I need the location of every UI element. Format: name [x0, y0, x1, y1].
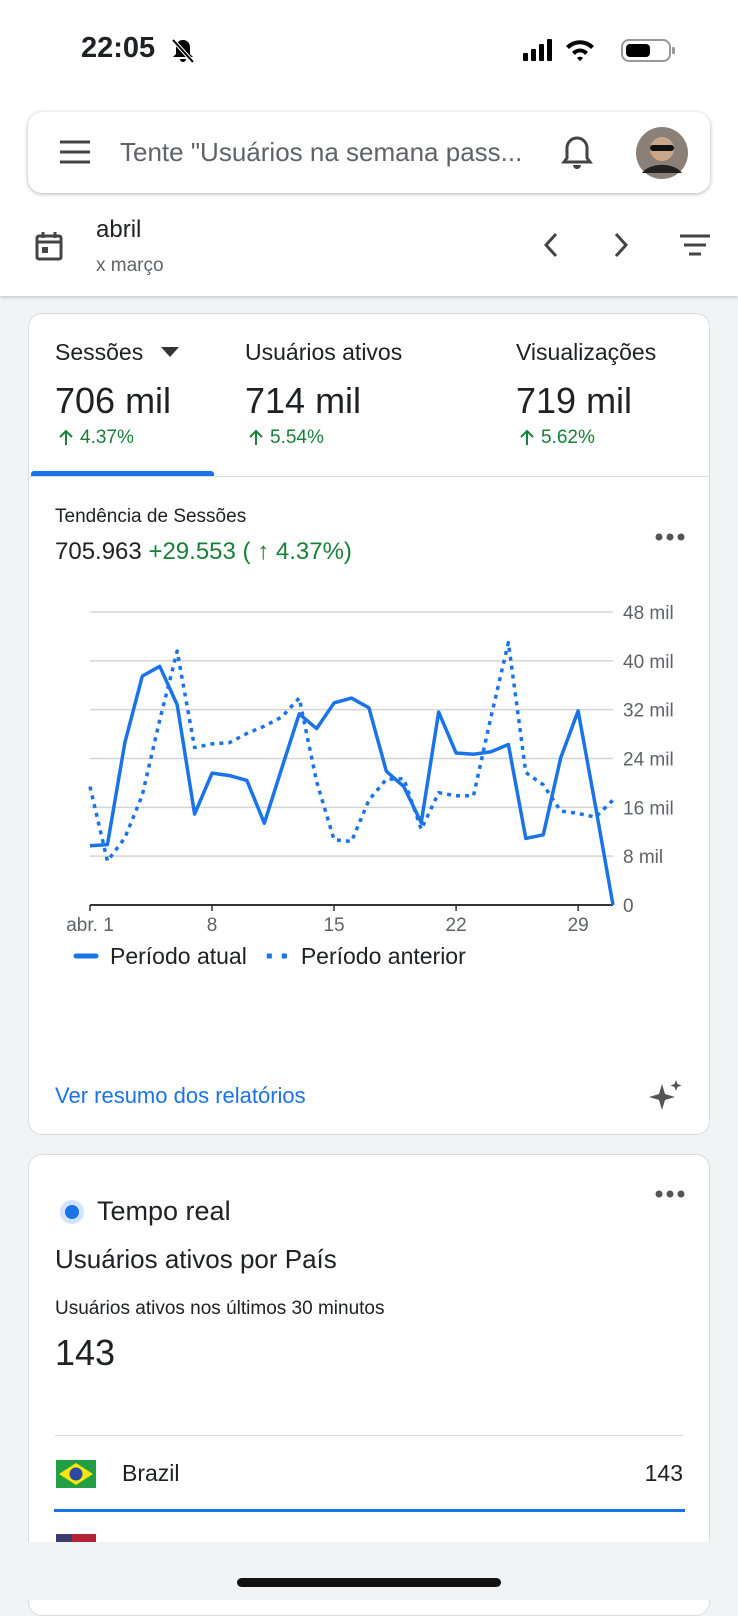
metric-value[interactable]: 719 mil — [516, 380, 633, 421]
more-icon[interactable] — [654, 532, 686, 542]
realtime-value: 143 — [55, 1332, 116, 1373]
flag-brazil — [56, 1460, 96, 1488]
avatar[interactable] — [636, 127, 688, 179]
delta: +29.553 ( ↑ 4.37%) — [148, 538, 352, 565]
total: 705.963 — [55, 538, 142, 565]
metric-label[interactable]: Sessões — [55, 339, 144, 365]
y-tick-label: 40 mil — [623, 652, 674, 673]
up-arrow — [520, 429, 534, 445]
metric-label[interactable]: Usuários ativos — [245, 339, 403, 365]
chart-title: Tendência de Sessões — [55, 506, 247, 527]
home-indicator — [237, 1578, 501, 1587]
bottom-bar — [0, 1542, 738, 1600]
chart: 0 8 mil 16 mil 24 mil 32 mil 40 mil 48 mil abr.… — [66, 603, 674, 969]
realtime-title: Usuários ativos por País — [55, 1244, 337, 1274]
metric-change: 5.62% — [541, 427, 595, 448]
report-link[interactable]: Ver resumo dos relatórios — [55, 1083, 306, 1108]
y-tick-label: 16 mil — [623, 798, 674, 819]
date-controls[interactable] — [540, 230, 720, 260]
metric-label[interactable]: Visualizações — [516, 339, 657, 365]
flag-us — [56, 1534, 96, 1542]
up-arrow — [249, 429, 263, 445]
legend-label: Período atual — [110, 943, 247, 969]
realtime-card — [28, 1154, 710, 1616]
menu-icon[interactable] — [58, 138, 92, 166]
search-bar[interactable] — [28, 112, 710, 193]
date-compare[interactable]: x março — [96, 255, 164, 276]
trend-card — [28, 313, 710, 1135]
series-line — [89, 664, 615, 906]
metric-change: 5.54% — [270, 427, 324, 448]
metric-value[interactable]: 706 mil — [55, 380, 172, 421]
country-name: Brazil — [122, 1460, 180, 1486]
x-tick-label: abr. 1 — [66, 915, 114, 936]
y-tick-label: 8 mil — [623, 847, 663, 868]
legend-label: Período anterior — [301, 943, 466, 969]
metric-change: 4.37% — [80, 427, 134, 448]
realtime-badge: Tempo real — [97, 1196, 231, 1226]
sparkle-icon[interactable] — [648, 1078, 684, 1114]
tab-indicator — [31, 471, 214, 476]
divider — [29, 476, 709, 477]
divider — [55, 1435, 683, 1436]
metric-value[interactable]: 714 mil — [245, 380, 362, 421]
y-tick-label: 48 mil — [623, 603, 674, 624]
x-tick-label: 22 — [446, 915, 467, 936]
more-icon[interactable] — [654, 1189, 686, 1199]
y-tick-label: 0 — [623, 896, 634, 917]
x-tick-label: 29 — [568, 915, 589, 936]
y-tick-label: 32 mil — [623, 701, 674, 722]
y-tick-label: 24 mil — [623, 750, 674, 771]
status-time: 22:05 — [81, 32, 156, 64]
date-current[interactable]: abril — [96, 216, 142, 243]
search-placeholder[interactable]: Tente "Usuários na semana pass... — [120, 137, 523, 167]
country-value: 143 — [644, 1460, 683, 1486]
realtime-subtitle: Usuários ativos nos últimos 30 minutos — [55, 1298, 385, 1319]
x-tick-label: 15 — [323, 915, 344, 936]
calendar-icon[interactable] — [34, 230, 64, 262]
x-tick-label: 8 — [207, 915, 218, 936]
row-highlight — [54, 1509, 685, 1512]
chart-total: 705.963 +29.553 ( ↑ 4.37%) — [55, 538, 352, 566]
notifications-icon[interactable] — [560, 134, 594, 172]
dropdown-icon[interactable] — [160, 346, 180, 358]
status-icons — [523, 39, 675, 62]
live-dot — [60, 1200, 84, 1224]
up-arrow — [59, 429, 73, 445]
mute-icon — [171, 38, 195, 64]
series-line — [88, 640, 615, 863]
